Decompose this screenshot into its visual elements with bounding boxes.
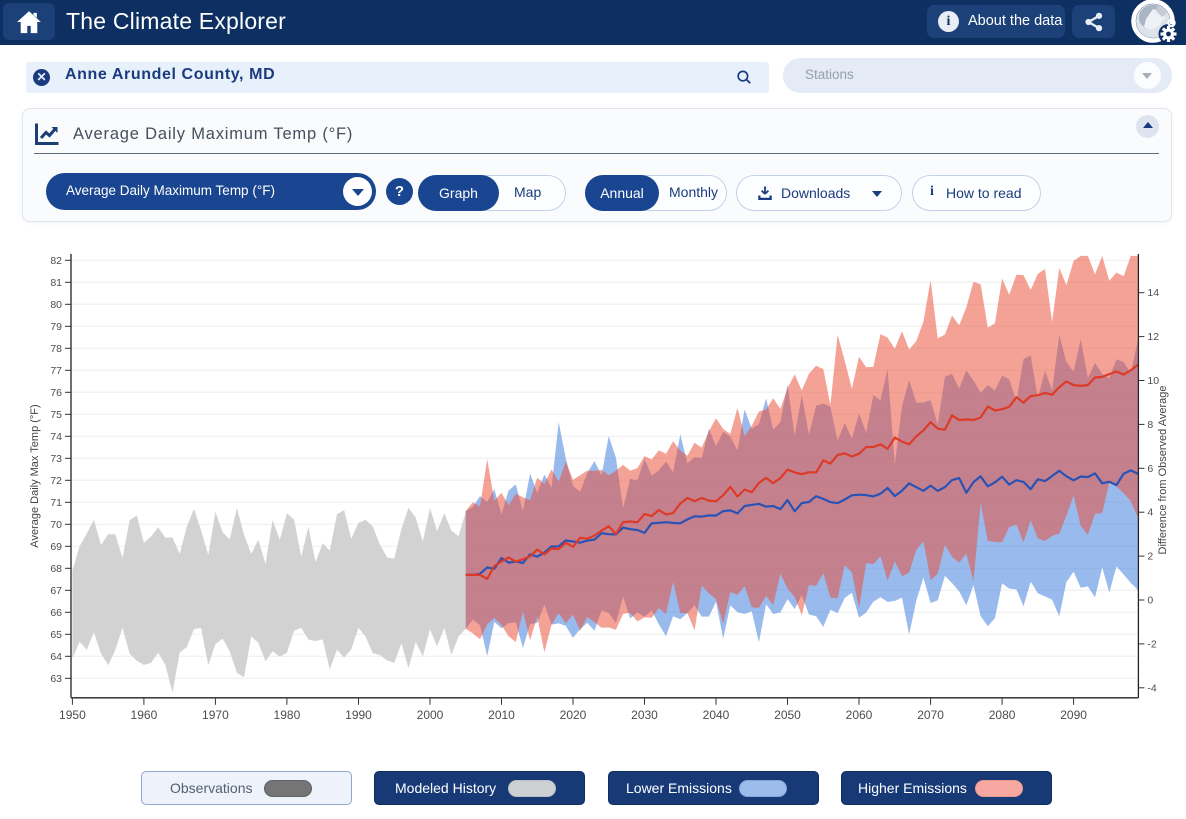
svg-text:-4: -4 xyxy=(1147,682,1156,694)
svg-text:73: 73 xyxy=(50,453,62,465)
svg-text:2070: 2070 xyxy=(917,708,944,722)
svg-text:0: 0 xyxy=(1147,595,1153,607)
svg-text:2: 2 xyxy=(1147,551,1153,563)
svg-text:66: 66 xyxy=(50,607,62,619)
svg-text:2030: 2030 xyxy=(631,708,658,722)
svg-text:2080: 2080 xyxy=(989,708,1016,722)
svg-text:76: 76 xyxy=(50,387,62,399)
svg-text:-2: -2 xyxy=(1147,638,1156,650)
svg-text:64: 64 xyxy=(50,651,62,663)
svg-text:Average Daily Max Temp (°F): Average Daily Max Temp (°F) xyxy=(29,404,41,547)
svg-text:10: 10 xyxy=(1147,375,1159,387)
svg-text:4: 4 xyxy=(1147,507,1153,519)
svg-text:8: 8 xyxy=(1147,419,1153,431)
svg-text:80: 80 xyxy=(50,299,62,311)
svg-text:71: 71 xyxy=(50,497,62,509)
svg-text:77: 77 xyxy=(50,365,62,377)
svg-text:2050: 2050 xyxy=(774,708,801,722)
svg-text:1950: 1950 xyxy=(59,708,86,722)
svg-text:70: 70 xyxy=(50,519,62,531)
svg-text:81: 81 xyxy=(50,277,62,289)
svg-text:Difference from Observed Avera: Difference from Observed Average xyxy=(1157,386,1169,555)
svg-text:2020: 2020 xyxy=(560,708,587,722)
svg-text:75: 75 xyxy=(50,409,62,421)
svg-text:1980: 1980 xyxy=(274,708,301,722)
svg-text:1960: 1960 xyxy=(131,708,158,722)
svg-text:69: 69 xyxy=(50,541,62,553)
svg-text:63: 63 xyxy=(50,673,62,685)
svg-text:1970: 1970 xyxy=(202,708,229,722)
svg-text:72: 72 xyxy=(50,475,62,487)
svg-text:67: 67 xyxy=(50,585,62,597)
svg-text:74: 74 xyxy=(50,431,62,443)
svg-text:1990: 1990 xyxy=(345,708,372,722)
svg-text:2010: 2010 xyxy=(488,708,515,722)
svg-text:68: 68 xyxy=(50,563,62,575)
svg-text:2000: 2000 xyxy=(417,708,444,722)
svg-text:78: 78 xyxy=(50,343,62,355)
svg-text:82: 82 xyxy=(50,255,62,267)
svg-text:79: 79 xyxy=(50,321,62,333)
svg-text:12: 12 xyxy=(1147,331,1159,343)
svg-text:2040: 2040 xyxy=(703,708,730,722)
svg-text:2060: 2060 xyxy=(846,708,873,722)
svg-text:2090: 2090 xyxy=(1060,708,1087,722)
svg-text:14: 14 xyxy=(1147,287,1159,299)
svg-text:6: 6 xyxy=(1147,463,1153,475)
svg-text:65: 65 xyxy=(50,629,62,641)
